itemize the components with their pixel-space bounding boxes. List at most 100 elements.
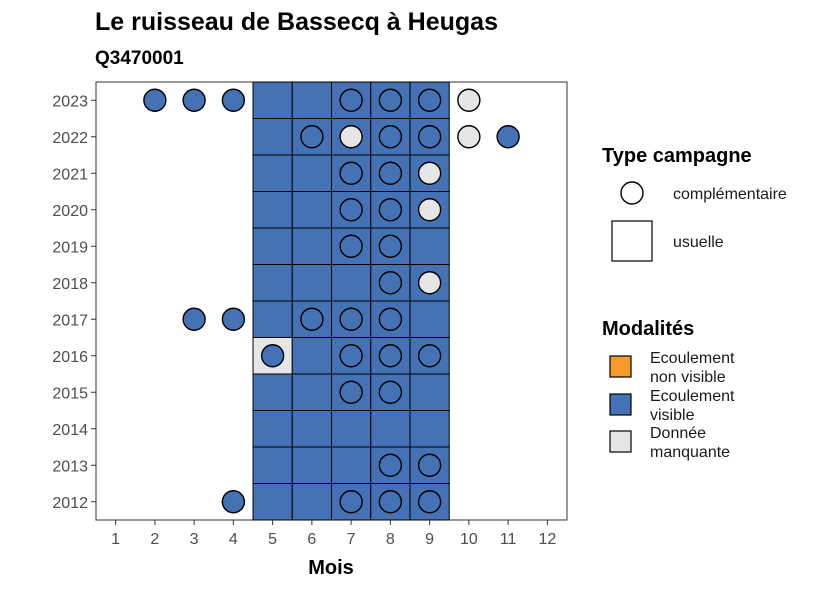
point-complementaire-2023-9: [417, 88, 442, 112]
point-complementaire-2017-8: [378, 307, 403, 331]
legend-key-circle: [620, 181, 644, 205]
y-tick-label-2021: 2021: [52, 166, 88, 183]
x-tick-label-3: 3: [190, 531, 199, 548]
tile-usuelle-2014-8: [370, 410, 411, 448]
tile-usuelle-2019-6: [291, 227, 332, 265]
point-complementaire-2015-7: [339, 380, 363, 404]
tile-usuelle-2015-6: [291, 373, 332, 411]
point-complementaire-2022-7: [339, 125, 363, 149]
y-tick-label-2015: 2015: [52, 385, 88, 402]
tile-usuelle-2019-9: [409, 227, 450, 265]
point-complementaire-2020-9: [417, 198, 442, 222]
point-complementaire-2017-6: [300, 307, 324, 331]
legend-title-modalites: Modalités: [602, 318, 694, 340]
point-complementaire-2023-7: [339, 88, 363, 112]
tile-usuelle-2020-5: [252, 191, 293, 229]
x-tick-label-7: 7: [347, 531, 356, 548]
point-complementaire-2022-8: [378, 125, 403, 149]
tile-usuelle-2023-6: [291, 81, 332, 119]
legend-label-modalite-1-line-1: visible: [650, 407, 695, 424]
point-complementaire-2012-9: [417, 490, 442, 514]
legend-label-usuelle: usuelle: [673, 234, 724, 251]
tile-usuelle-2021-5: [252, 154, 293, 192]
point-complementaire-2013-9: [417, 453, 442, 477]
tile-usuelle-2014-9: [409, 410, 450, 448]
tile-usuelle-2014-6: [291, 410, 332, 448]
point-complementaire-2016-9: [417, 344, 442, 368]
tile-usuelle-2020-9: [409, 191, 450, 229]
point-complementaire-2018-9: [417, 271, 442, 295]
point-complementaire-2019-8: [378, 234, 403, 258]
point-complementaire-2022-10: [457, 125, 481, 149]
x-tick-label-2: 2: [150, 531, 159, 548]
plot-area: [95, 81, 568, 521]
legend-key-modalite-0: [609, 355, 632, 378]
point-complementaire-2023-2: [143, 88, 167, 112]
tile-usuelle-2018-5: [252, 264, 293, 302]
point-complementaire-2023-8: [378, 88, 403, 112]
axis-ticks: 1 2 3 4 5 6 7 8 9 10 11 122012201320142015201620172…: [52, 93, 556, 548]
tile-usuelle-2013-5: [252, 446, 293, 484]
y-tick-label-2022: 2022: [52, 130, 88, 147]
y-tick-label-2012: 2012: [52, 495, 88, 512]
point-complementaire-2015-8: [378, 380, 403, 404]
legend-key-square: [611, 220, 653, 262]
point-complementaire-2013-8: [378, 453, 403, 477]
y-tick-label-2018: 2018: [52, 276, 88, 293]
point-complementaire-2012-8: [378, 490, 403, 514]
legend-label-modalite-1-line-0: Ecoulement: [650, 388, 735, 405]
tile-usuelle-2017-5: [252, 300, 293, 338]
legend-label-modalite-2-line-0: Donnée: [650, 425, 706, 442]
tile-usuelle-2012-5: [252, 483, 293, 521]
legends: Type campagne complémentaire usuelle Modali…: [602, 145, 787, 461]
x-tick-label-12: 12: [538, 531, 556, 548]
tile-usuelle-2014-5: [252, 410, 293, 448]
point-complementaire-2017-7: [339, 307, 363, 331]
tile-usuelle-2019-5: [252, 227, 293, 265]
x-tick-label-9: 9: [425, 531, 434, 548]
x-tick-label-11: 11: [500, 531, 517, 548]
point-complementaire-2023-4: [221, 88, 246, 112]
point-complementaire-2018-8: [378, 271, 403, 295]
tile-usuelle-2018-6: [291, 264, 332, 302]
tile-usuelle-2020-6: [291, 191, 332, 229]
y-tick-label-2013: 2013: [52, 458, 88, 475]
y-tick-label-2016: 2016: [52, 349, 88, 366]
point-complementaire-2022-11: [496, 125, 520, 149]
legend-label-complementaire: complémentaire: [673, 186, 787, 203]
tile-usuelle-2012-6: [291, 483, 332, 521]
point-complementaire-2022-9: [417, 125, 442, 149]
x-tick-label-5: 5: [268, 531, 277, 548]
legend-key-modalite-1: [609, 393, 632, 416]
point-complementaire-2012-7: [339, 490, 363, 514]
tile-usuelle-2018-7: [331, 264, 372, 302]
tile-usuelle-2017-9: [409, 300, 450, 338]
y-tick-label-2023: 2023: [52, 93, 88, 110]
chart-title: Le ruisseau de Bassecq à Heugas: [95, 8, 498, 36]
tile-usuelle-2015-5: [252, 373, 293, 411]
point-complementaire-2016-8: [378, 344, 403, 368]
tile-usuelle-2013-7: [331, 446, 372, 484]
x-tick-label-4: 4: [229, 531, 238, 548]
legend-title-type-campagne: Type campagne: [602, 145, 752, 167]
legend-label-modalite-0-line-0: Ecoulement: [650, 350, 735, 367]
tile-usuelle-2021-6: [291, 154, 332, 192]
point-complementaire-2016-5: [260, 344, 285, 368]
chart-subtitle: Q3470001: [95, 48, 184, 69]
tile-usuelle-2022-9: [409, 118, 450, 156]
legend-label-modalite-2-line-1: manquante: [650, 444, 730, 461]
point-complementaire-2021-7: [339, 161, 363, 185]
tile-usuelle-2014-7: [331, 410, 372, 448]
y-tick-label-2020: 2020: [52, 203, 88, 220]
legend-label-modalite-0-line-1: non visible: [650, 369, 726, 386]
point-complementaire-2020-8: [378, 198, 403, 222]
x-tick-label-6: 6: [307, 531, 316, 548]
point-complementaire-2020-7: [339, 198, 363, 222]
y-tick-label-2014: 2014: [52, 422, 88, 439]
y-tick-label-2017: 2017: [52, 312, 88, 329]
tile-usuelle-2013-6: [291, 446, 332, 484]
y-tick-label-2019: 2019: [52, 239, 88, 256]
x-tick-label-10: 10: [460, 531, 478, 548]
x-tick-label-1: 1: [111, 531, 120, 548]
